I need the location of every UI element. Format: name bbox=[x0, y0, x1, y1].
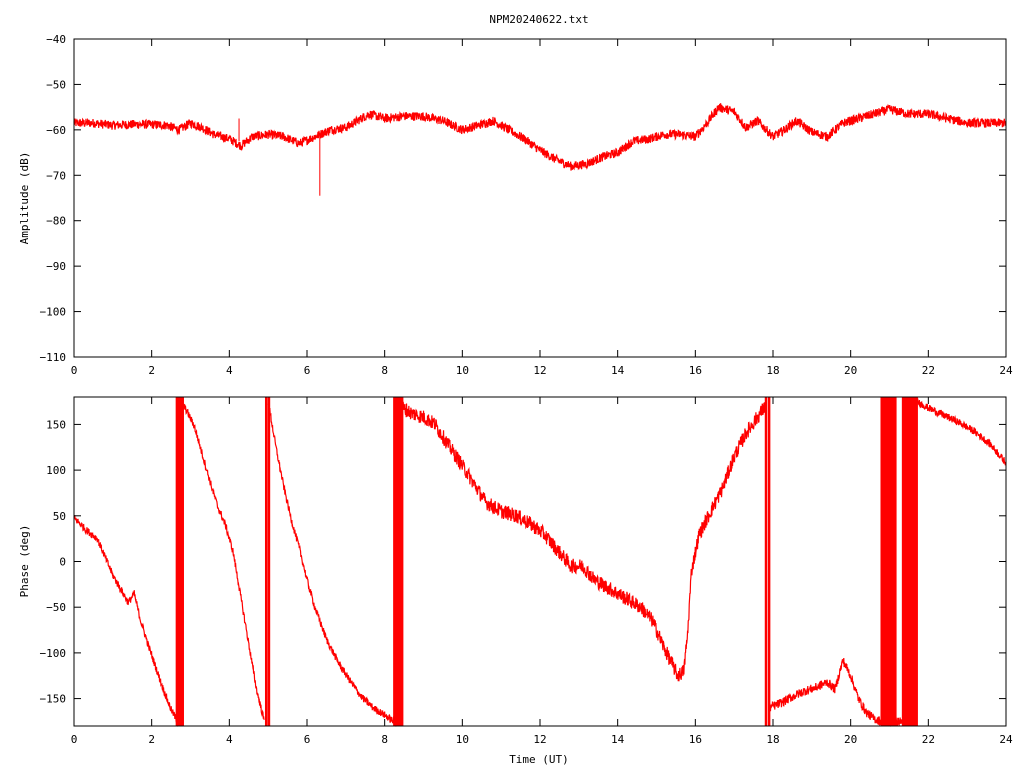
phase-x-tick-label: 8 bbox=[381, 733, 388, 746]
phase-y-tick-label: −100 bbox=[40, 647, 67, 660]
amplitude-x-tick-label: 24 bbox=[999, 364, 1013, 377]
phase-x-tick-label: 10 bbox=[456, 733, 469, 746]
phase-x-tick-label: 4 bbox=[226, 733, 233, 746]
amplitude-x-tick-label: 4 bbox=[226, 364, 233, 377]
phase-x-tick-label: 6 bbox=[304, 733, 311, 746]
amplitude-y-tick-label: −100 bbox=[40, 306, 67, 319]
phase-y-axis-label: Phase (deg) bbox=[18, 525, 31, 598]
amplitude-series-line bbox=[73, 103, 1007, 171]
amplitude-x-tick-label: 14 bbox=[611, 364, 625, 377]
amplitude-x-tick-label: 8 bbox=[381, 364, 388, 377]
phase-x-tick-label: 14 bbox=[611, 733, 625, 746]
amplitude-x-tick-label: 16 bbox=[689, 364, 702, 377]
amplitude-x-tick-label: 12 bbox=[533, 364, 546, 377]
phase-x-tick-label: 12 bbox=[533, 733, 546, 746]
amplitude-ticks: 0 2 4 6 8 10 12 14 16 18 20 22 24−110−100−90−80−70−6… bbox=[40, 33, 1013, 377]
amplitude-x-tick-label: 2 bbox=[148, 364, 155, 377]
phase-series-segment bbox=[399, 401, 766, 682]
phase-y-tick-label: 50 bbox=[53, 510, 66, 523]
amplitude-y-tick-label: −60 bbox=[46, 124, 66, 137]
amplitude-y-tick-label: −70 bbox=[46, 169, 66, 182]
amplitude-y-axis-label: Amplitude (dB) bbox=[18, 152, 31, 245]
amplitude-x-tick-label: 6 bbox=[304, 364, 311, 377]
amplitude-x-tick-label: 20 bbox=[844, 364, 857, 377]
phase-series-segment bbox=[916, 398, 1007, 466]
phase-x-axis-label: Time (UT) bbox=[509, 753, 569, 766]
phase-x-tick-label: 22 bbox=[922, 733, 935, 746]
amplitude-y-tick-label: −80 bbox=[46, 215, 66, 228]
phase-y-tick-label: 150 bbox=[46, 418, 66, 431]
phase-y-tick-label: 0 bbox=[59, 556, 66, 569]
amplitude-panel: 0 2 4 6 8 10 12 14 16 18 20 22 24−110−100−90−80−70−6… bbox=[18, 33, 1013, 377]
phase-x-tick-label: 24 bbox=[999, 733, 1013, 746]
chart-title: NPM20240622.txt bbox=[489, 13, 588, 26]
phase-x-tick-label: 0 bbox=[71, 733, 78, 746]
phase-y-tick-label: 100 bbox=[46, 464, 66, 477]
amplitude-x-tick-label: 22 bbox=[922, 364, 935, 377]
phase-series bbox=[73, 397, 1007, 727]
amplitude-y-tick-label: −110 bbox=[40, 351, 67, 364]
amplitude-y-tick-label: −50 bbox=[46, 78, 66, 91]
amplitude-x-tick-label: 0 bbox=[71, 364, 78, 377]
amplitude-x-tick-label: 18 bbox=[766, 364, 779, 377]
amplitude-x-tick-label: 10 bbox=[456, 364, 469, 377]
phase-x-tick-label: 18 bbox=[766, 733, 779, 746]
phase-x-tick-label: 2 bbox=[148, 733, 155, 746]
phase-series-segment bbox=[267, 402, 397, 727]
phase-panel: 0 2 4 6 8 10 12 14 16 18 20 22 24−150−100−5005010015… bbox=[18, 396, 1013, 766]
phase-x-tick-label: 16 bbox=[689, 733, 702, 746]
amplitude-y-tick-label: −90 bbox=[46, 260, 66, 273]
phase-series-segment bbox=[180, 397, 265, 721]
phase-ticks: 0 2 4 6 8 10 12 14 16 18 20 22 24−150−100−5005010015… bbox=[40, 397, 1013, 746]
phase-series-segment bbox=[73, 515, 180, 727]
phase-x-tick-label: 20 bbox=[844, 733, 857, 746]
phase-y-tick-label: −50 bbox=[46, 601, 66, 614]
amplitude-series bbox=[73, 103, 1007, 196]
amplitude-y-tick-label: −40 bbox=[46, 33, 66, 46]
phase-y-tick-label: −150 bbox=[40, 693, 67, 706]
